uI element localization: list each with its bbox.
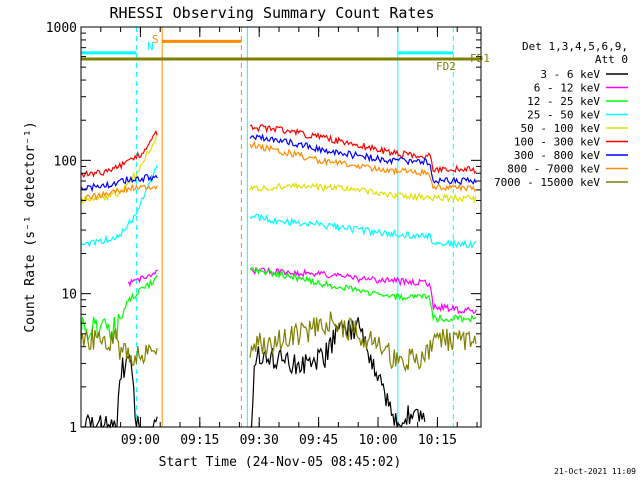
plot-frame (80, 26, 482, 428)
series-line-12-25-kev-0 (80, 275, 158, 342)
x-axis-ticks: 09:00 09:15 09:30 09:45 10:00 10:15 (80, 27, 478, 448)
legend-header-line-1: Det 1,3,4,5,6,9, (522, 40, 628, 53)
series-line-6-12-kev-1 (250, 266, 477, 315)
series-line-3-6-kev-1 (250, 317, 426, 429)
legend-label-800-7000-kev: 800 - 7000 keV (507, 163, 600, 176)
series-line-50-100-kev-0 (80, 134, 158, 204)
legend-label-25-50-kev: 25 - 50 keV (527, 109, 600, 122)
series-line-7000-15000-kev-1 (249, 311, 477, 373)
plot-content (80, 27, 481, 429)
y-axis-label: Count Rate (s⁻¹ detector⁻¹) (23, 121, 38, 332)
x-tick-label-09-30: 09:30 (240, 433, 279, 448)
legend-label-12-25-kev: 12 - 25 keV (527, 95, 600, 108)
legend-header-line-2: Att 0 (595, 53, 628, 66)
series-line-300-800-kev-1 (249, 133, 477, 186)
fd1-label: FD1 (470, 52, 490, 65)
legend-label-100-300-kev: 100 - 300 keV (514, 136, 600, 149)
series-line-6-12-kev-0 (127, 269, 158, 288)
series-line-12-25-kev-1 (249, 267, 477, 324)
legend-label-7000-15000-kev: 7000 - 15000 keV (494, 176, 600, 189)
x-tick-label-10-15: 10:15 (418, 433, 457, 448)
x-tick-label-09-15: 09:15 (180, 433, 219, 448)
x-tick-label-09-45: 09:45 (299, 433, 338, 448)
series-line-800-7000-kev-0 (80, 183, 158, 202)
x-tick-label-10-00: 10:00 (358, 433, 397, 448)
fd2-label: FD2 (436, 60, 456, 73)
series-line-25-50-kev-1 (249, 213, 477, 249)
legend-label-3-6-kev: 3 - 6 keV (540, 68, 600, 81)
x-axis-label: Start Time (24-Nov-05 08:45:02) (159, 455, 402, 470)
s-label: S (152, 33, 159, 46)
legend-label-300-800-kev: 300 - 800 keV (514, 149, 600, 162)
legend-label-6-12-kev: 6 - 12 keV (534, 82, 601, 95)
x-tick-label-09-00: 09:00 (121, 433, 160, 448)
chart-title: RHESSI Observing Summary Count Rates (109, 4, 434, 22)
series-line-300-800-kev-0 (80, 173, 158, 193)
y-tick-label-100: 100 (54, 154, 77, 169)
legend-label-50-100-kev: 50 - 100 keV (521, 122, 601, 135)
footer-timestamp: 21-Oct-2021 11:09 (554, 467, 636, 476)
series-line-100-300-kev-0 (80, 129, 158, 179)
series-line-800-7000-kev-1 (249, 140, 477, 192)
series-line-100-300-kev-1 (249, 124, 477, 175)
y-tick-label-1000: 1000 (46, 21, 77, 36)
series-line-50-100-kev-1 (249, 181, 477, 204)
y-axis-ticks: 1 10 100 1000 (46, 21, 481, 436)
y-tick-label-10: 10 (61, 288, 77, 303)
y-tick-label-1: 1 (69, 421, 77, 436)
series-line-7000-15000-kev-0 (80, 327, 158, 367)
series-line-25-50-kev-0 (80, 164, 158, 248)
n-label: N (147, 40, 154, 53)
